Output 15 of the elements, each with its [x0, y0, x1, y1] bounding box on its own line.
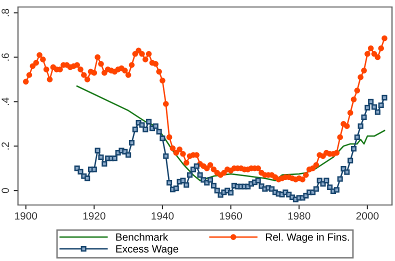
y-tick-label: .6	[2, 53, 9, 61]
line-series	[76, 85, 386, 182]
legend-label: Rel. Wage in Fins.	[266, 233, 349, 243]
y-tick-label: 0	[2, 188, 9, 194]
y-tick-label: .4	[2, 98, 9, 106]
x-tick-label: 1960	[220, 212, 242, 220]
x-tick-label: 1940	[152, 212, 174, 220]
y-tick-label: .2	[2, 142, 9, 150]
x-tick-label: 1980	[288, 212, 310, 220]
x-tick-label: 1900	[15, 212, 38, 220]
x-tick-label: 2000	[356, 212, 379, 220]
legend-label: Excess Wage	[116, 245, 178, 255]
x-tick-label: 1920	[83, 212, 106, 220]
legend-label: Benchmark	[116, 233, 168, 241]
y-tick-label: .8	[2, 8, 9, 16]
